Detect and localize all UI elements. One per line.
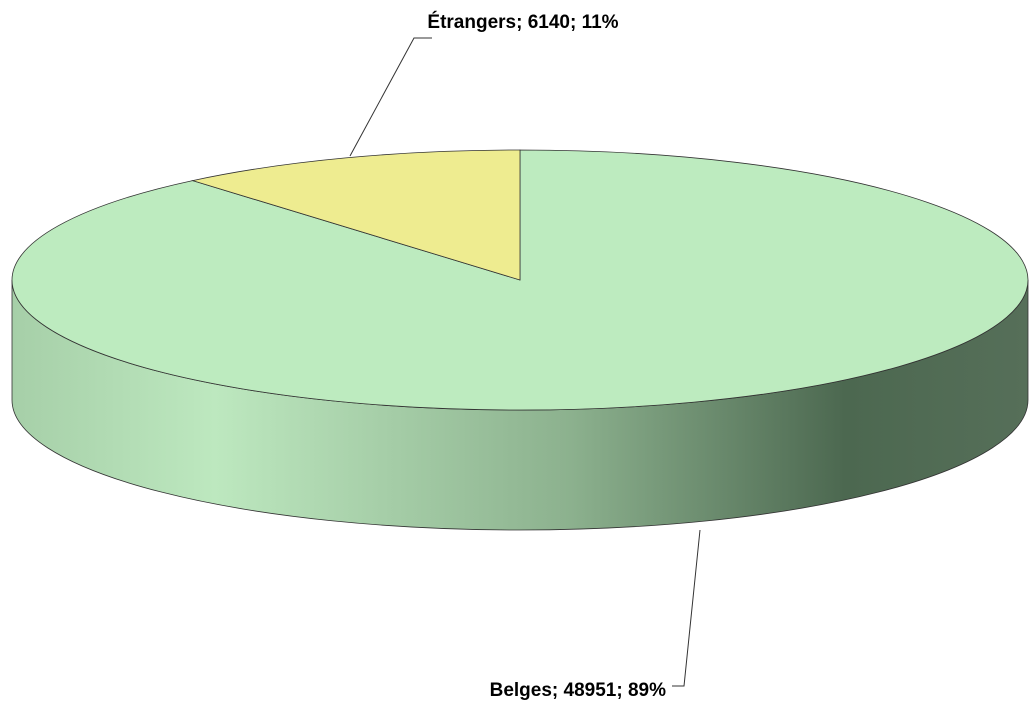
pie-slice: [191, 149, 521, 281]
data-label: Étrangers; 6140; 11%: [427, 12, 619, 33]
leader-line: [349, 37, 432, 157]
leader-line: [672, 529, 701, 687]
data-label: Belges; 48951; 89%: [489, 680, 666, 701]
